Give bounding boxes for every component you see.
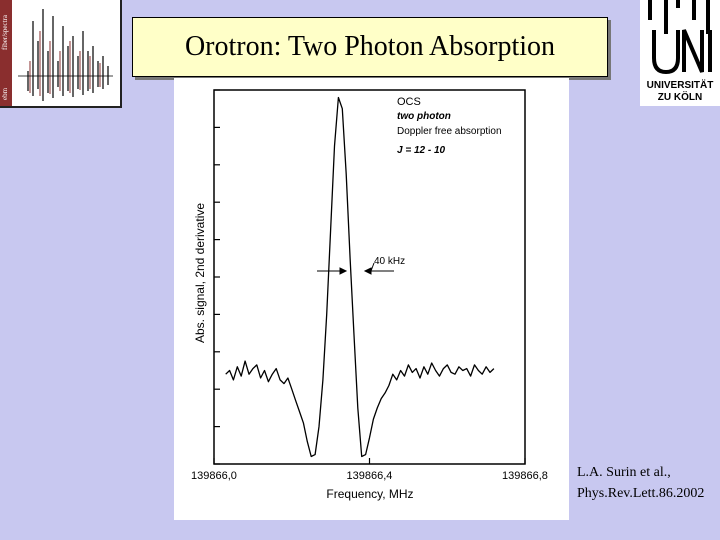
logo-strip: fiber/spectra ebm [0,0,12,106]
annotation-molecule: OCS [397,96,421,108]
series-layer [225,96,495,458]
annotation-description: Doppler free absorption [397,126,502,137]
citation: L.A. Surin et al., Phys.Rev.Lett.86.2002 [577,462,704,504]
width-marker [317,262,394,275]
plot-frame [213,89,526,465]
annotation-width: 40 kHz [374,256,405,267]
spectrum-figure: 139866,0 139866,4 139866,8 OCS two photon … [174,78,569,520]
university-logo: UNIVERSITÄT ZU KÖLN [640,0,720,106]
citation-line-1: L.A. Surin et al., [577,465,671,480]
annotation-transition: J = 12 - 10 [397,145,446,156]
x-tick-label: 139866,8 [502,470,548,482]
logo-text-2: ebm [1,87,9,100]
annotation-mode: two photon [397,111,451,122]
spectrum-line [225,96,495,458]
logo-text-1: fiber/spectra [1,15,9,50]
y-axis-label: Abs. signal, 2nd derivative [193,203,207,343]
citation-line-2: Phys.Rev.Lett.86.2002 [577,486,705,501]
university-emblem [648,0,712,75]
university-name-line-1: UNIVERSITÄT [646,80,714,91]
spectrum-graphic [18,9,113,101]
x-axis-label: Frequency, MHz [326,487,413,501]
spectra-logo: fiber/spectra ebm [0,0,122,108]
slide-title: Orotron: Two Photon Absorption [184,31,556,62]
university-name-line-2: ZU KÖLN [657,92,703,103]
x-tick-label: 139866,0 [191,470,237,482]
axis-ticks: 139866,0 139866,4 139866,8 [191,89,548,482]
spectrum-chart: 139866,0 139866,4 139866,8 OCS two photon … [191,89,548,501]
x-tick-label: 139866,4 [347,470,393,482]
slide-title-box: Orotron: Two Photon Absorption [132,17,608,77]
